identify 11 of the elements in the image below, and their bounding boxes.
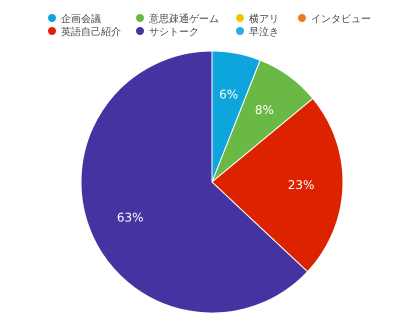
legend-label: 企画会議 (61, 13, 101, 25)
data-label: 8% (254, 102, 274, 117)
legend-label: 英語自己紹介 (61, 26, 121, 38)
legend-label: 横アリ (249, 13, 279, 25)
data-label: 23% (288, 178, 314, 192)
legend-label: 早泣き (249, 26, 279, 38)
data-label: 63% (116, 210, 144, 224)
legend-label: インタビュー (311, 14, 371, 25)
legend-label: サシトーク (149, 27, 199, 38)
legend-label: 意思疎通ゲーム (148, 13, 219, 25)
data-label: 6% (219, 88, 238, 102)
